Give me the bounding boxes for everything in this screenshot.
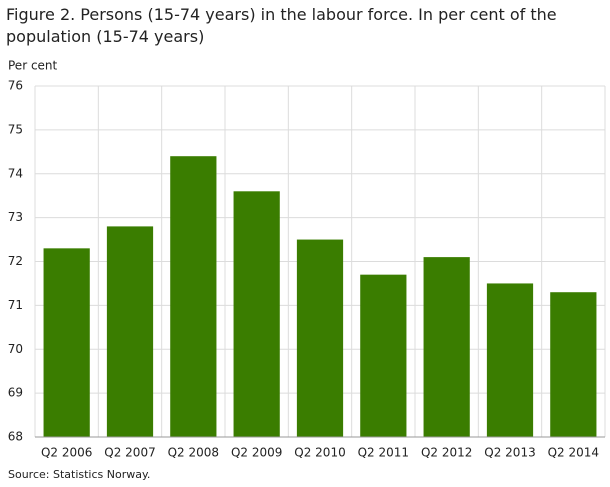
y-tick-label: 71 <box>8 298 23 312</box>
x-tick-label: Q2 2006 <box>41 446 92 460</box>
x-tick-label: Q2 2008 <box>168 446 219 460</box>
x-tick-label: Q2 2012 <box>421 446 472 460</box>
bar <box>360 274 407 437</box>
y-tick-label: 68 <box>8 430 23 444</box>
y-tick-label: 75 <box>8 122 23 136</box>
x-tick-label: Q2 2010 <box>294 446 345 460</box>
x-tick-label: Q2 2011 <box>358 446 409 460</box>
bar <box>423 257 470 437</box>
chart-title: Figure 2. Persons (15-74 years) in the l… <box>6 5 557 46</box>
y-tick-label: 69 <box>8 386 23 400</box>
x-tick-label: Q2 2007 <box>104 446 155 460</box>
bar <box>486 283 534 437</box>
bar <box>233 191 280 437</box>
y-tick-label: 73 <box>8 210 23 224</box>
y-tick-label: 70 <box>8 342 23 356</box>
x-tick-label: Q2 2009 <box>231 446 282 460</box>
bar <box>43 248 90 437</box>
source: Source: Statistics Norway. <box>8 468 150 481</box>
x-tick-label: Q2 2013 <box>484 446 535 460</box>
y-tick-label: 76 <box>8 79 23 93</box>
y-axis-label: Per cent <box>8 59 58 73</box>
x-tick-label: Q2 2014 <box>548 446 599 460</box>
y-tick-label: 74 <box>8 166 23 180</box>
bar <box>296 239 344 437</box>
bar <box>170 156 217 437</box>
y-tick-label: 72 <box>8 254 23 268</box>
bar <box>550 292 597 437</box>
bar <box>106 226 154 437</box>
